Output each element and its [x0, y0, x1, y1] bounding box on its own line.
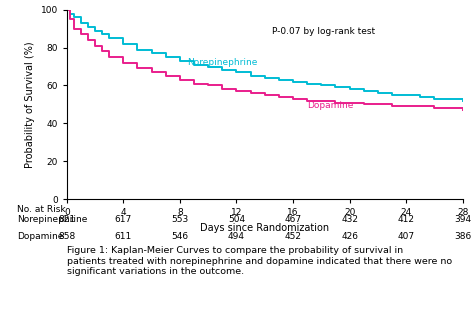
Text: 553: 553	[171, 215, 188, 224]
Norepinephrine	[233, 70, 239, 74]
Y-axis label: Probability of Survival (%): Probability of Survival (%)	[25, 41, 35, 168]
Text: 386: 386	[453, 232, 470, 241]
Norepinephrine	[304, 82, 309, 85]
Dopamine	[276, 95, 281, 99]
Text: 412: 412	[397, 215, 414, 224]
Norepinephrine	[106, 36, 112, 40]
Norepinephrine	[71, 15, 77, 19]
Dopamine	[261, 93, 267, 97]
Norepinephrine	[332, 85, 337, 89]
Text: 426: 426	[340, 232, 357, 241]
Dopamine	[431, 106, 436, 110]
Dopamine	[346, 100, 352, 104]
Norepinephrine	[67, 12, 72, 16]
Text: 858: 858	[58, 232, 75, 241]
Norepinephrine	[459, 99, 465, 103]
Dopamine	[78, 32, 84, 36]
Norepinephrine	[205, 65, 210, 68]
Norepinephrine	[247, 74, 253, 78]
Dopamine	[67, 17, 72, 21]
Text: Dopamine: Dopamine	[307, 101, 353, 110]
Text: 504: 504	[228, 215, 245, 224]
Norepinephrine	[402, 93, 408, 97]
Dopamine	[134, 67, 140, 70]
Text: 611: 611	[114, 232, 132, 241]
Dopamine	[445, 106, 450, 110]
Dopamine	[402, 104, 408, 108]
Norepinephrine	[289, 80, 295, 84]
Norepinephrine	[64, 8, 69, 12]
Norepinephrine	[120, 42, 126, 46]
Dopamine	[71, 27, 77, 31]
Dopamine	[388, 104, 394, 108]
Norepinephrine	[374, 91, 380, 95]
Text: Dopamine: Dopamine	[17, 232, 63, 241]
Norepinephrine	[388, 93, 394, 97]
Norepinephrine	[78, 21, 84, 25]
Norepinephrine	[149, 52, 154, 55]
Line: Dopamine: Dopamine	[67, 10, 462, 110]
Dopamine	[106, 55, 112, 59]
Dopamine	[85, 38, 90, 42]
Norepinephrine	[276, 78, 281, 82]
Dopamine	[163, 74, 169, 78]
Text: 467: 467	[284, 215, 301, 224]
Dopamine	[149, 70, 154, 74]
Dopamine	[247, 91, 253, 95]
Dopamine	[416, 104, 422, 108]
Norepinephrine	[191, 63, 197, 67]
Text: 452: 452	[284, 232, 301, 241]
Text: 821: 821	[58, 215, 75, 224]
X-axis label: Days since Randomization: Days since Randomization	[200, 223, 328, 233]
Text: 394: 394	[453, 215, 470, 224]
Norepinephrine	[219, 68, 225, 72]
Norepinephrine	[445, 97, 450, 101]
Dopamine	[191, 82, 197, 85]
Dopamine	[374, 102, 380, 106]
Text: 546: 546	[171, 232, 188, 241]
Dopamine	[120, 61, 126, 65]
Dopamine	[233, 89, 239, 93]
Dopamine	[205, 83, 210, 87]
Text: No. at Risk: No. at Risk	[17, 205, 66, 215]
Dopamine	[318, 99, 324, 103]
Text: 407: 407	[397, 232, 414, 241]
Line: Norepinephrine: Norepinephrine	[67, 10, 462, 101]
Text: 494: 494	[228, 232, 245, 241]
Text: Norepinephrine: Norepinephrine	[17, 215, 88, 224]
Norepinephrine	[346, 87, 352, 91]
Dopamine	[92, 44, 98, 48]
Dopamine	[64, 8, 69, 12]
Dopamine	[219, 87, 225, 91]
Norepinephrine	[134, 48, 140, 52]
Norepinephrine	[318, 83, 324, 87]
Text: 617: 617	[114, 215, 132, 224]
Dopamine	[332, 100, 337, 104]
Text: Figure 1: Kaplan-Meier Curves to compare the probability of survival in
patients: Figure 1: Kaplan-Meier Curves to compare…	[67, 246, 451, 276]
Norepinephrine	[99, 32, 105, 36]
Dopamine	[304, 99, 309, 103]
Text: Norepinephrine: Norepinephrine	[187, 58, 257, 67]
Dopamine	[459, 108, 465, 112]
Dopamine	[99, 50, 105, 53]
Norepinephrine	[431, 97, 436, 101]
Text: 432: 432	[340, 215, 357, 224]
Norepinephrine	[92, 29, 98, 33]
Norepinephrine	[163, 55, 169, 59]
Norepinephrine	[85, 25, 90, 29]
Dopamine	[177, 78, 182, 82]
Norepinephrine	[416, 95, 422, 99]
Norepinephrine	[360, 89, 366, 93]
Text: P-0.07 by log-rank test: P-0.07 by log-rank test	[271, 27, 374, 36]
Dopamine	[360, 102, 366, 106]
Norepinephrine	[261, 76, 267, 80]
Norepinephrine	[177, 59, 182, 63]
Dopamine	[289, 97, 295, 101]
